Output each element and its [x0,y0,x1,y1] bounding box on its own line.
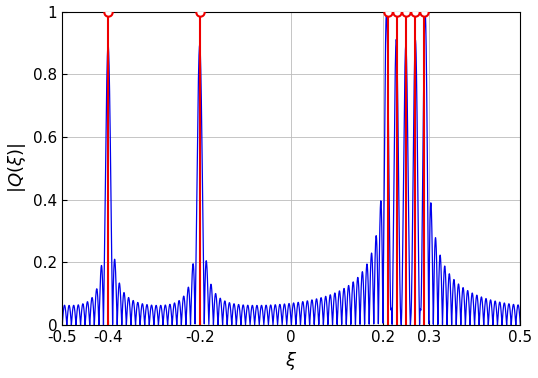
X-axis label: $\xi$: $\xi$ [285,350,298,372]
Y-axis label: $|Q(\xi)|$: $|Q(\xi)|$ [5,143,27,193]
